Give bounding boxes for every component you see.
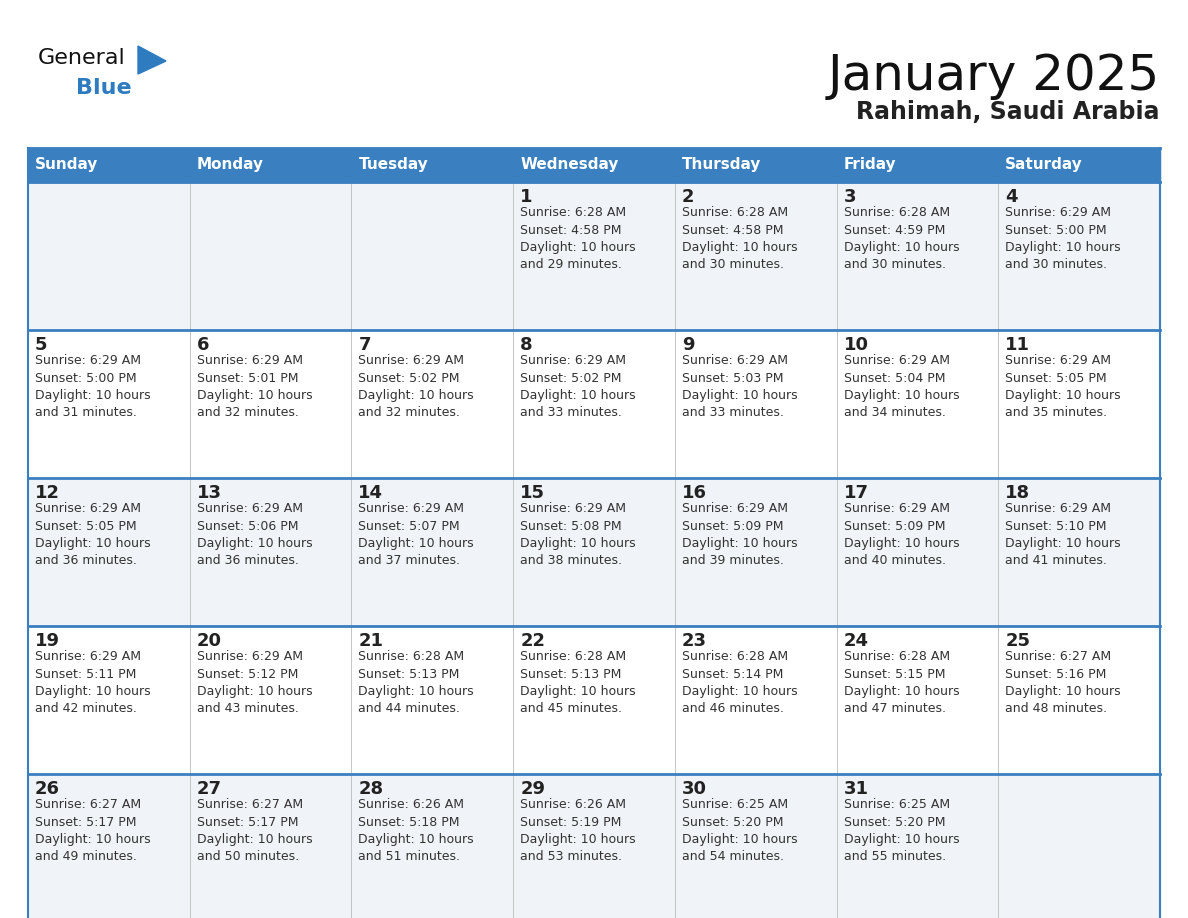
Bar — [29, 182, 1159, 330]
Text: Friday: Friday — [843, 158, 896, 173]
Text: Sunrise: 6:28 AM
Sunset: 5:13 PM
Daylight: 10 hours
and 45 minutes.: Sunrise: 6:28 AM Sunset: 5:13 PM Dayligh… — [520, 650, 636, 715]
Text: Sunrise: 6:29 AM
Sunset: 5:12 PM
Daylight: 10 hours
and 43 minutes.: Sunrise: 6:29 AM Sunset: 5:12 PM Dayligh… — [197, 650, 312, 715]
Text: Sunrise: 6:29 AM
Sunset: 5:03 PM
Daylight: 10 hours
and 33 minutes.: Sunrise: 6:29 AM Sunset: 5:03 PM Dayligh… — [682, 354, 797, 420]
Text: Sunrise: 6:29 AM
Sunset: 5:02 PM
Daylight: 10 hours
and 32 minutes.: Sunrise: 6:29 AM Sunset: 5:02 PM Dayligh… — [359, 354, 474, 420]
Text: 31: 31 — [843, 780, 868, 798]
Text: 16: 16 — [682, 484, 707, 502]
Text: Sunrise: 6:29 AM
Sunset: 5:10 PM
Daylight: 10 hours
and 41 minutes.: Sunrise: 6:29 AM Sunset: 5:10 PM Dayligh… — [1005, 502, 1121, 567]
Text: Sunrise: 6:29 AM
Sunset: 5:00 PM
Daylight: 10 hours
and 31 minutes.: Sunrise: 6:29 AM Sunset: 5:00 PM Dayligh… — [34, 354, 151, 420]
Text: 14: 14 — [359, 484, 384, 502]
Text: 17: 17 — [843, 484, 868, 502]
Bar — [29, 148, 1159, 182]
Text: Sunrise: 6:27 AM
Sunset: 5:17 PM
Daylight: 10 hours
and 50 minutes.: Sunrise: 6:27 AM Sunset: 5:17 PM Dayligh… — [197, 798, 312, 864]
Text: 18: 18 — [1005, 484, 1030, 502]
Text: Sunrise: 6:28 AM
Sunset: 5:14 PM
Daylight: 10 hours
and 46 minutes.: Sunrise: 6:28 AM Sunset: 5:14 PM Dayligh… — [682, 650, 797, 715]
Text: 25: 25 — [1005, 632, 1030, 650]
Text: 9: 9 — [682, 336, 694, 354]
Text: Sunrise: 6:29 AM
Sunset: 5:04 PM
Daylight: 10 hours
and 34 minutes.: Sunrise: 6:29 AM Sunset: 5:04 PM Dayligh… — [843, 354, 959, 420]
Text: Sunrise: 6:29 AM
Sunset: 5:01 PM
Daylight: 10 hours
and 32 minutes.: Sunrise: 6:29 AM Sunset: 5:01 PM Dayligh… — [197, 354, 312, 420]
Text: Monday: Monday — [197, 158, 264, 173]
Text: 7: 7 — [359, 336, 371, 354]
Text: 11: 11 — [1005, 336, 1030, 354]
Text: Tuesday: Tuesday — [359, 158, 428, 173]
Text: Sunrise: 6:28 AM
Sunset: 4:59 PM
Daylight: 10 hours
and 30 minutes.: Sunrise: 6:28 AM Sunset: 4:59 PM Dayligh… — [843, 206, 959, 272]
Text: Rahimah, Saudi Arabia: Rahimah, Saudi Arabia — [857, 100, 1159, 124]
Text: 15: 15 — [520, 484, 545, 502]
Text: Sunrise: 6:27 AM
Sunset: 5:17 PM
Daylight: 10 hours
and 49 minutes.: Sunrise: 6:27 AM Sunset: 5:17 PM Dayligh… — [34, 798, 151, 864]
Bar — [29, 626, 1159, 774]
Text: Sunrise: 6:26 AM
Sunset: 5:18 PM
Daylight: 10 hours
and 51 minutes.: Sunrise: 6:26 AM Sunset: 5:18 PM Dayligh… — [359, 798, 474, 864]
Text: Wednesday: Wednesday — [520, 158, 619, 173]
Text: Blue: Blue — [76, 78, 132, 98]
Text: 3: 3 — [843, 188, 857, 206]
Text: 28: 28 — [359, 780, 384, 798]
Text: 22: 22 — [520, 632, 545, 650]
Text: 19: 19 — [34, 632, 61, 650]
Bar — [29, 774, 1159, 918]
Text: 8: 8 — [520, 336, 532, 354]
Text: 23: 23 — [682, 632, 707, 650]
Bar — [29, 330, 1159, 478]
Text: 2: 2 — [682, 188, 694, 206]
Text: 6: 6 — [197, 336, 209, 354]
Text: Sunrise: 6:29 AM
Sunset: 5:05 PM
Daylight: 10 hours
and 36 minutes.: Sunrise: 6:29 AM Sunset: 5:05 PM Dayligh… — [34, 502, 151, 567]
Text: Sunrise: 6:29 AM
Sunset: 5:09 PM
Daylight: 10 hours
and 39 minutes.: Sunrise: 6:29 AM Sunset: 5:09 PM Dayligh… — [682, 502, 797, 567]
Text: Saturday: Saturday — [1005, 158, 1083, 173]
Text: Sunrise: 6:29 AM
Sunset: 5:09 PM
Daylight: 10 hours
and 40 minutes.: Sunrise: 6:29 AM Sunset: 5:09 PM Dayligh… — [843, 502, 959, 567]
Text: General: General — [38, 48, 126, 68]
Text: 30: 30 — [682, 780, 707, 798]
Text: 20: 20 — [197, 632, 222, 650]
Text: 5: 5 — [34, 336, 48, 354]
Text: January 2025: January 2025 — [828, 52, 1159, 100]
Text: Sunrise: 6:29 AM
Sunset: 5:05 PM
Daylight: 10 hours
and 35 minutes.: Sunrise: 6:29 AM Sunset: 5:05 PM Dayligh… — [1005, 354, 1121, 420]
Text: Sunrise: 6:26 AM
Sunset: 5:19 PM
Daylight: 10 hours
and 53 minutes.: Sunrise: 6:26 AM Sunset: 5:19 PM Dayligh… — [520, 798, 636, 864]
Text: 26: 26 — [34, 780, 61, 798]
Text: Sunrise: 6:25 AM
Sunset: 5:20 PM
Daylight: 10 hours
and 54 minutes.: Sunrise: 6:25 AM Sunset: 5:20 PM Dayligh… — [682, 798, 797, 864]
Text: Sunrise: 6:28 AM
Sunset: 4:58 PM
Daylight: 10 hours
and 29 minutes.: Sunrise: 6:28 AM Sunset: 4:58 PM Dayligh… — [520, 206, 636, 272]
Text: 4: 4 — [1005, 188, 1018, 206]
Text: Sunrise: 6:28 AM
Sunset: 5:15 PM
Daylight: 10 hours
and 47 minutes.: Sunrise: 6:28 AM Sunset: 5:15 PM Dayligh… — [843, 650, 959, 715]
Text: 12: 12 — [34, 484, 61, 502]
Text: 21: 21 — [359, 632, 384, 650]
Text: Sunrise: 6:29 AM
Sunset: 5:00 PM
Daylight: 10 hours
and 30 minutes.: Sunrise: 6:29 AM Sunset: 5:00 PM Dayligh… — [1005, 206, 1121, 272]
Text: Sunrise: 6:29 AM
Sunset: 5:06 PM
Daylight: 10 hours
and 36 minutes.: Sunrise: 6:29 AM Sunset: 5:06 PM Dayligh… — [197, 502, 312, 567]
Text: Sunrise: 6:28 AM
Sunset: 4:58 PM
Daylight: 10 hours
and 30 minutes.: Sunrise: 6:28 AM Sunset: 4:58 PM Dayligh… — [682, 206, 797, 272]
Text: Sunrise: 6:27 AM
Sunset: 5:16 PM
Daylight: 10 hours
and 48 minutes.: Sunrise: 6:27 AM Sunset: 5:16 PM Dayligh… — [1005, 650, 1121, 715]
Text: Sunrise: 6:25 AM
Sunset: 5:20 PM
Daylight: 10 hours
and 55 minutes.: Sunrise: 6:25 AM Sunset: 5:20 PM Dayligh… — [843, 798, 959, 864]
Text: Sunrise: 6:29 AM
Sunset: 5:02 PM
Daylight: 10 hours
and 33 minutes.: Sunrise: 6:29 AM Sunset: 5:02 PM Dayligh… — [520, 354, 636, 420]
Bar — [29, 478, 1159, 626]
Text: 10: 10 — [843, 336, 868, 354]
Text: 27: 27 — [197, 780, 222, 798]
Text: Sunrise: 6:28 AM
Sunset: 5:13 PM
Daylight: 10 hours
and 44 minutes.: Sunrise: 6:28 AM Sunset: 5:13 PM Dayligh… — [359, 650, 474, 715]
Text: 1: 1 — [520, 188, 532, 206]
Text: 24: 24 — [843, 632, 868, 650]
Text: Thursday: Thursday — [682, 158, 762, 173]
Text: Sunday: Sunday — [34, 158, 99, 173]
Text: 29: 29 — [520, 780, 545, 798]
Text: 13: 13 — [197, 484, 222, 502]
Polygon shape — [138, 46, 166, 74]
Text: Sunrise: 6:29 AM
Sunset: 5:07 PM
Daylight: 10 hours
and 37 minutes.: Sunrise: 6:29 AM Sunset: 5:07 PM Dayligh… — [359, 502, 474, 567]
Text: Sunrise: 6:29 AM
Sunset: 5:08 PM
Daylight: 10 hours
and 38 minutes.: Sunrise: 6:29 AM Sunset: 5:08 PM Dayligh… — [520, 502, 636, 567]
Text: Sunrise: 6:29 AM
Sunset: 5:11 PM
Daylight: 10 hours
and 42 minutes.: Sunrise: 6:29 AM Sunset: 5:11 PM Dayligh… — [34, 650, 151, 715]
